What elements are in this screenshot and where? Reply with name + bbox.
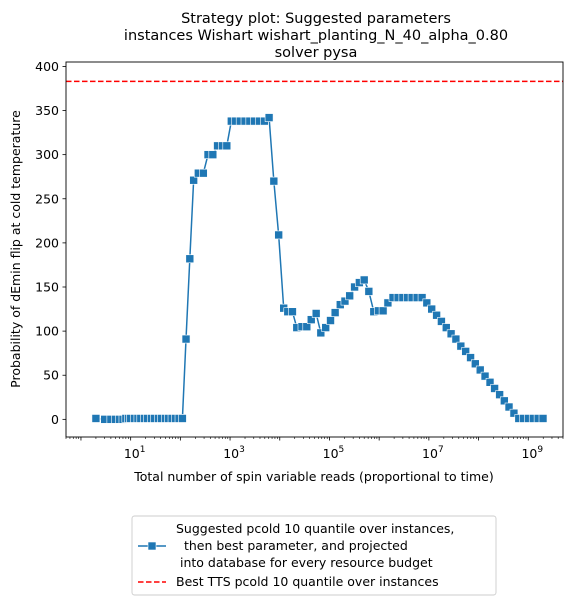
legend: Suggested pcold 10 quantile over instanc…: [131, 515, 497, 596]
y-tick-label-0: 0: [51, 412, 59, 427]
series-point-0-99: [538, 414, 548, 423]
legend-series-label-line-1: Suggested pcold 10 quantile over instanc…: [176, 521, 454, 536]
series-point-0-79: [441, 323, 451, 332]
series-point-0-66: [378, 306, 388, 316]
y-tick-label-1: 50: [43, 368, 59, 383]
y-tick-label-5: 250: [35, 191, 59, 206]
series-point-0-76: [427, 304, 436, 314]
series-point-0-67: [383, 298, 393, 308]
series-point-0-58: [340, 296, 350, 306]
series-point-0-25: [185, 254, 195, 264]
x-tick-label-3: 107: [422, 445, 444, 461]
series-point-0-86: [475, 365, 485, 375]
x-axis-ticks: 101 103 105 107 109: [65, 437, 564, 461]
legend-series-label-line-3: into database for every resource budget: [176, 555, 433, 570]
series-point-0-23: [178, 414, 187, 423]
title-line-3: solver pysa: [275, 45, 358, 61]
title-line-1: Strategy plot: Suggested parameters: [181, 11, 451, 27]
x-tick-label-0: 101: [124, 445, 146, 461]
series-point-0-47: [288, 307, 297, 317]
series-point-0-44: [274, 230, 283, 240]
series-point-0-52: [311, 309, 321, 318]
series-point-0-78: [437, 317, 446, 326]
series-point-0-24: [181, 334, 191, 344]
series-point-0-30: [208, 150, 218, 159]
x-axis-label: Total number of spin variable reads (pro…: [133, 469, 494, 484]
y-tick-label-6: 300: [35, 147, 59, 162]
series-point-0-43: [269, 176, 279, 186]
series-point-0-28: [199, 168, 208, 178]
y-tick-label-7: 350: [35, 103, 59, 118]
series-point-0-75: [422, 298, 432, 308]
legend-series-label-line-2: then best parameter, and projected: [176, 538, 408, 553]
y-axis-ticks: 0 50 100 150 200 250 300 350 400: [35, 59, 66, 427]
x-tick-label-1: 103: [223, 445, 245, 461]
series-point-0-82: [456, 341, 466, 351]
series-point-0-59: [345, 291, 354, 301]
series-point-0-77: [432, 310, 441, 320]
x-tick-label-2: 105: [323, 445, 345, 461]
series-point-0-62: [359, 275, 369, 285]
y-tick-label-4: 200: [35, 235, 59, 250]
series-point-0-87: [480, 371, 490, 381]
series-point-0-54: [321, 323, 330, 332]
legend-series-swatch-marker: [147, 541, 157, 551]
series-point-0-89: [490, 384, 499, 393]
series-point-0-88: [485, 377, 495, 387]
series-point-0-60: [350, 282, 359, 292]
x-tick-label-4: 109: [521, 445, 543, 461]
series-point-0-90: [495, 390, 504, 399]
series-point-0-42: [264, 113, 274, 122]
series-layer: [91, 113, 548, 424]
series-point-0-93: [509, 408, 519, 418]
series-point-0-74: [417, 293, 427, 302]
series-point-0-0: [91, 414, 101, 423]
series-point-0-55: [326, 316, 335, 325]
series-point-0-26: [189, 175, 198, 185]
series-point-0-33: [222, 141, 232, 151]
series-point-0-50: [302, 322, 312, 332]
series-point-0-53: [316, 328, 326, 338]
y-tick-label-3: 150: [35, 280, 59, 295]
series-point-0-56: [330, 308, 340, 317]
series-point-0-80: [446, 329, 456, 339]
legend-reference-label: Best TTS pcold 10 quantile over instance…: [176, 574, 439, 589]
series-point-0-51: [306, 315, 316, 324]
series-point-0-84: [466, 353, 475, 362]
series-point-0-63: [364, 287, 374, 296]
y-tick-label-8: 400: [35, 59, 59, 74]
series-point-0-81: [451, 334, 461, 344]
series-point-0-83: [461, 347, 470, 356]
chart-title: Strategy plot: Suggested parameters inst…: [124, 11, 508, 61]
series-point-0-91: [500, 396, 509, 406]
title-line-2: instances Wishart wishart_planting_N_40_…: [124, 28, 508, 44]
legend-box: [131, 515, 497, 596]
series-point-0-85: [471, 359, 480, 369]
y-axis-label: Probability of dEmin flip at cold temper…: [8, 110, 23, 388]
series-point-0-92: [504, 402, 514, 412]
y-tick-label-2: 100: [35, 324, 59, 339]
